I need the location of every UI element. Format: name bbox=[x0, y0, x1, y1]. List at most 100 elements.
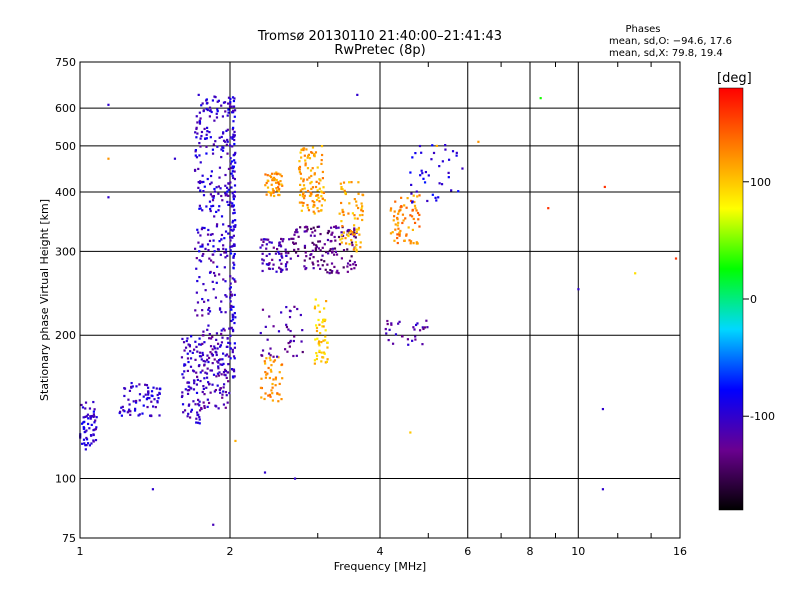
data-point bbox=[211, 233, 214, 236]
data-point bbox=[325, 360, 329, 363]
data-point bbox=[198, 259, 201, 262]
data-point bbox=[300, 340, 303, 343]
data-point bbox=[276, 392, 279, 395]
data-point bbox=[285, 254, 288, 257]
data-point bbox=[353, 267, 356, 270]
x-tick-label: 1 bbox=[77, 545, 84, 558]
data-point bbox=[231, 145, 234, 148]
data-point bbox=[224, 230, 228, 233]
stats-title: Phases bbox=[625, 24, 660, 35]
data-point bbox=[221, 132, 225, 135]
data-point bbox=[417, 218, 420, 221]
data-point bbox=[355, 200, 358, 203]
data-point bbox=[275, 270, 278, 273]
data-point bbox=[231, 192, 234, 195]
data-point bbox=[207, 308, 210, 311]
data-point bbox=[216, 100, 219, 103]
data-point bbox=[284, 251, 288, 254]
data-point bbox=[218, 205, 221, 208]
data-point bbox=[273, 194, 276, 198]
data-point bbox=[276, 181, 280, 184]
data-point bbox=[361, 213, 364, 217]
data-point bbox=[95, 416, 98, 419]
data-point bbox=[315, 245, 319, 248]
data-point bbox=[147, 391, 150, 394]
data-point bbox=[261, 262, 264, 265]
data-point bbox=[438, 165, 441, 168]
data-point bbox=[279, 244, 282, 247]
data-point bbox=[314, 298, 317, 301]
data-point bbox=[319, 267, 322, 271]
colorbar-tick-label: 100 bbox=[750, 176, 771, 189]
data-point bbox=[359, 241, 362, 244]
data-point bbox=[340, 231, 343, 234]
data-point bbox=[224, 192, 227, 195]
data-point bbox=[198, 400, 201, 403]
data-point bbox=[205, 137, 208, 140]
data-point bbox=[224, 294, 227, 297]
data-point bbox=[292, 241, 295, 244]
data-point bbox=[303, 154, 306, 157]
data-point bbox=[234, 280, 237, 283]
data-point bbox=[123, 387, 127, 390]
data-point bbox=[341, 225, 344, 228]
data-point bbox=[411, 156, 414, 159]
data-point bbox=[88, 407, 92, 410]
data-point bbox=[233, 312, 236, 315]
data-point bbox=[227, 355, 230, 358]
data-point bbox=[221, 199, 224, 202]
data-point bbox=[231, 351, 234, 354]
data-point bbox=[212, 261, 215, 264]
data-point bbox=[221, 336, 224, 339]
data-point bbox=[293, 335, 296, 338]
data-point bbox=[148, 414, 152, 417]
data-point bbox=[268, 393, 272, 397]
data-point bbox=[278, 241, 281, 245]
data-point bbox=[223, 101, 227, 104]
data-point bbox=[274, 378, 277, 381]
data-point bbox=[205, 205, 208, 208]
data-point bbox=[339, 238, 342, 241]
data-point bbox=[318, 200, 321, 203]
data-point bbox=[233, 97, 236, 100]
data-point bbox=[206, 405, 209, 408]
data-point bbox=[198, 141, 201, 145]
data-point bbox=[94, 428, 97, 431]
data-point bbox=[199, 189, 202, 192]
data-point bbox=[288, 315, 292, 319]
data-point bbox=[281, 268, 284, 271]
data-point bbox=[287, 341, 290, 345]
data-point bbox=[312, 267, 315, 270]
data-point bbox=[156, 400, 159, 403]
data-point bbox=[418, 225, 421, 228]
chart-title: Tromsø 20130110 21:40:00–21:41:43 bbox=[257, 29, 502, 44]
data-point bbox=[331, 250, 334, 253]
data-point bbox=[410, 215, 414, 218]
data-point bbox=[232, 154, 235, 157]
data-point bbox=[263, 471, 267, 474]
data-point bbox=[147, 393, 150, 396]
data-point bbox=[230, 160, 234, 163]
data-point bbox=[308, 257, 311, 260]
data-point bbox=[419, 174, 422, 177]
data-point bbox=[398, 231, 401, 234]
data-point bbox=[477, 140, 480, 143]
data-point bbox=[264, 173, 267, 176]
data-point bbox=[211, 195, 214, 198]
data-point bbox=[321, 264, 324, 267]
data-point bbox=[415, 209, 418, 212]
data-point bbox=[674, 257, 678, 260]
data-point bbox=[209, 109, 212, 112]
data-point bbox=[199, 260, 203, 263]
data-point bbox=[200, 104, 203, 107]
data-point bbox=[198, 351, 202, 354]
data-point bbox=[206, 367, 209, 370]
data-point bbox=[349, 229, 353, 233]
data-point bbox=[320, 159, 323, 162]
data-point bbox=[317, 225, 321, 228]
data-point bbox=[186, 337, 189, 340]
data-point bbox=[232, 228, 235, 231]
data-point bbox=[92, 440, 95, 443]
data-point bbox=[207, 249, 210, 252]
data-point bbox=[260, 396, 263, 399]
